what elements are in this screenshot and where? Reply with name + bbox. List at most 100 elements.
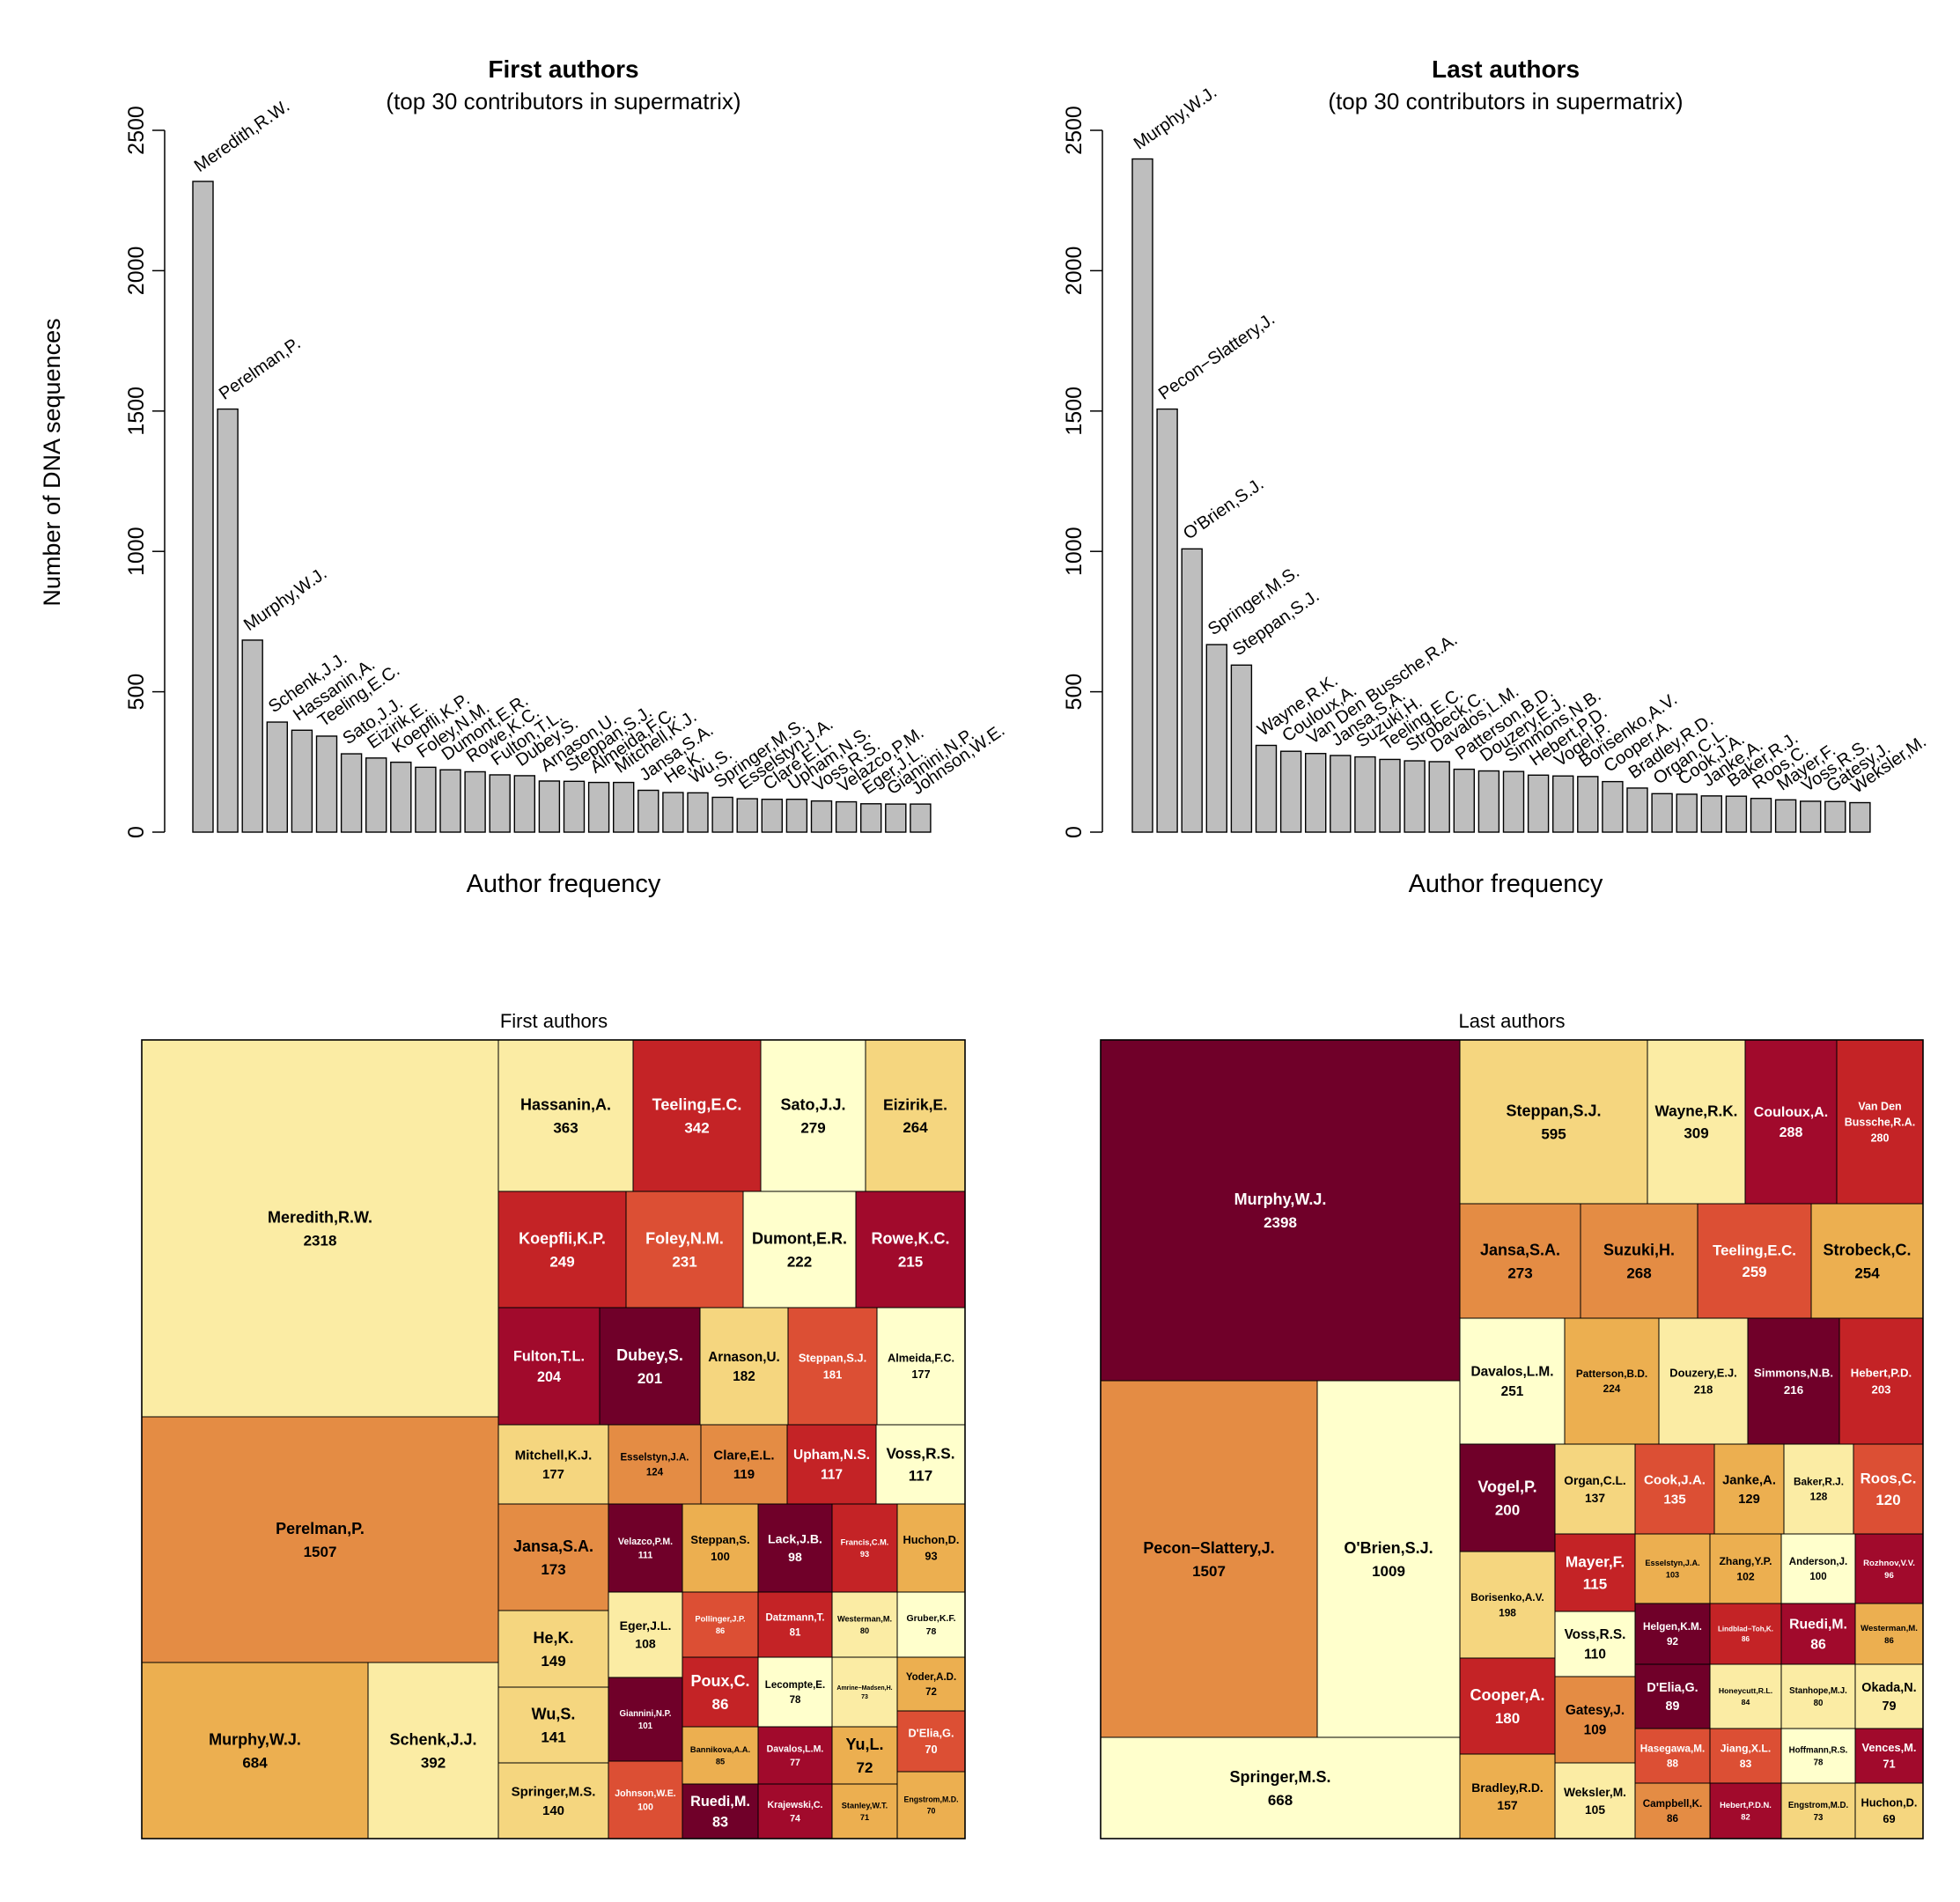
treemap-tile	[141, 1662, 369, 1839]
tile-value: 71	[860, 1813, 869, 1822]
tile-label: Almeida,F.C.	[888, 1352, 954, 1365]
y-tick-label: 1500	[124, 387, 149, 436]
tile-value: 86	[1810, 1638, 1826, 1653]
treemap-tile	[831, 1503, 898, 1593]
tile-label: Cooper,A.	[1470, 1686, 1544, 1704]
treemap-tile	[896, 1591, 966, 1658]
tile-label: Koepfli,K.P.	[519, 1229, 606, 1247]
y-tick-label: 1500	[1062, 387, 1087, 436]
treemap-tile	[1459, 1317, 1566, 1445]
treemap-tile	[876, 1307, 966, 1426]
y-tick-label: 2500	[124, 106, 149, 155]
treemap-tile	[786, 1424, 877, 1505]
tile-value: 135	[1663, 1492, 1686, 1507]
tile-label: Engstrom,M.D.	[1788, 1801, 1849, 1810]
treemap-tile	[1780, 1728, 1856, 1784]
tile-label: Krajewski,C.	[767, 1800, 822, 1810]
tile-value: 2318	[304, 1232, 337, 1249]
chart-title: First authors	[488, 55, 638, 83]
tile-label: Pollinger,J.P.	[695, 1615, 745, 1624]
bar	[513, 775, 535, 833]
bar-chart-first-authors: First authors (top 30 contributors in su…	[39, 55, 1008, 898]
tile-value: 140	[542, 1803, 564, 1818]
treemap-tile	[831, 1783, 898, 1839]
tile-label: Weksler,M.	[1564, 1786, 1626, 1799]
tile-value: 254	[1854, 1264, 1880, 1281]
treemap-tile	[1780, 1663, 1856, 1729]
tile-label: Vogel,P.	[1477, 1478, 1536, 1495]
tile-label: Organ,C.L.	[1564, 1474, 1626, 1487]
tile-label: Johnson,W.E.	[615, 1788, 676, 1799]
bar	[1477, 770, 1500, 833]
tile-label: O'Brien,S.J.	[1344, 1539, 1433, 1557]
treemap-border	[1100, 1039, 1924, 1839]
tile-value: 342	[684, 1119, 709, 1136]
treemap-tile	[497, 1762, 609, 1839]
treemap-tile	[1836, 1039, 1924, 1205]
treemap-tile	[1634, 1782, 1711, 1839]
treemap-tile	[831, 1656, 898, 1728]
treemap-tile	[141, 1416, 499, 1663]
tile-value: 177	[911, 1368, 930, 1381]
x-axis-label: Author frequency	[1409, 870, 1603, 898]
treemap-tile	[1459, 1753, 1556, 1839]
tile-value: 1009	[1372, 1563, 1405, 1580]
tile-value: 72	[925, 1687, 937, 1698]
tile-label: Meredith,R.W.	[268, 1208, 372, 1226]
bar	[1527, 774, 1550, 833]
treemap-tile	[608, 1503, 683, 1593]
tile-label: Amrine−Madsen,H.	[836, 1685, 892, 1692]
tile-label: Westerman,M.	[837, 1615, 892, 1624]
tile-label: Jiang,X.L.	[1721, 1742, 1772, 1754]
treemap-tile	[896, 1503, 966, 1593]
tile-value: 101	[638, 1721, 653, 1731]
bar	[1279, 750, 1302, 833]
bar	[1255, 744, 1278, 833]
bar	[1577, 776, 1599, 833]
tile-value: 198	[1499, 1606, 1516, 1618]
y-tick-label: 0	[1062, 826, 1087, 838]
treemap-tile	[1100, 1380, 1318, 1738]
tile-label: Poux,C.	[690, 1672, 749, 1690]
bar	[1453, 768, 1476, 833]
tile-value: 1507	[304, 1544, 337, 1560]
tile-label: Couloux,A.	[1754, 1105, 1828, 1120]
tile-label: Yoder,A.D.	[906, 1672, 956, 1683]
tile-label: Teeling,E.C.	[652, 1095, 742, 1113]
treemap-tile	[608, 1591, 683, 1678]
bar	[563, 780, 586, 833]
bar	[241, 639, 263, 833]
tile-value: 100	[637, 1802, 653, 1812]
treemap-tile	[896, 1710, 966, 1773]
bar	[687, 792, 709, 833]
tile-value: 70	[927, 1807, 936, 1816]
treemap-tile	[865, 1039, 966, 1192]
tile-value: 83	[712, 1814, 728, 1830]
treemap-tile	[682, 1591, 759, 1658]
bar	[1824, 800, 1846, 833]
tile-label: Strobeck,C.	[1823, 1241, 1911, 1258]
treemap-tile	[760, 1039, 866, 1192]
tile-label: Yu,L.	[845, 1736, 883, 1753]
tile-value: 684	[242, 1754, 268, 1771]
treemap-tile	[608, 1677, 683, 1762]
tile-value: 392	[421, 1754, 446, 1771]
tile-label: Engstrom,M.D.	[903, 1795, 958, 1804]
treemap-tile	[757, 1783, 833, 1839]
treemap-tile	[625, 1191, 744, 1309]
treemap-tile	[682, 1503, 759, 1593]
bar	[1131, 158, 1153, 833]
tile-label: Sato,J.J.	[780, 1095, 845, 1113]
tile-label: Van Den	[1858, 1100, 1901, 1112]
bar	[291, 729, 313, 833]
tile-label: Steppan,S.J.	[799, 1352, 866, 1365]
treemap-tile	[831, 1591, 898, 1658]
treemap-tile	[1709, 1663, 1782, 1729]
bar	[1304, 753, 1327, 833]
bar	[192, 181, 214, 833]
tile-value: 117	[909, 1468, 932, 1485]
tile-value: 173	[541, 1561, 565, 1578]
tile-value: 103	[1666, 1570, 1679, 1579]
treemap-tile	[1580, 1203, 1698, 1319]
tile-value: 288	[1779, 1125, 1803, 1140]
